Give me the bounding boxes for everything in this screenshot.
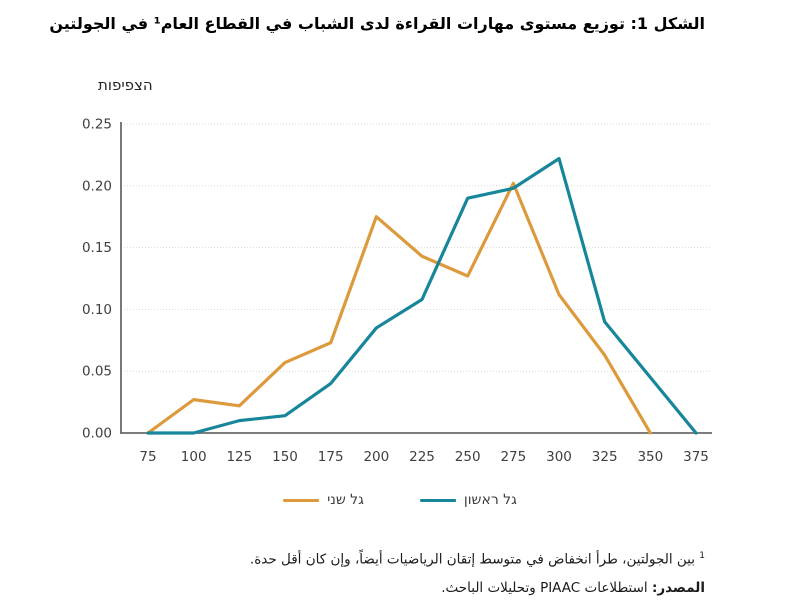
- y-tick-label: 0.05: [82, 364, 112, 380]
- x-tick-label: 275: [500, 449, 526, 465]
- y-tick-label: 0.25: [82, 117, 112, 133]
- source-line: المصدر: استطلاعات PIAAC وتحليلات الباحث.: [60, 574, 705, 602]
- x-tick-label: 225: [409, 449, 435, 465]
- y-tick-label: 0.15: [82, 240, 112, 256]
- x-tick-label: 350: [637, 449, 663, 465]
- x-tick-label: 100: [181, 449, 207, 465]
- x-tick-label: 375: [683, 449, 709, 465]
- footnote-marker: 1: [699, 551, 705, 561]
- y-tick-label: 0.00: [82, 426, 112, 442]
- x-tick-label: 300: [546, 449, 572, 465]
- figure-title: الشكل 1: توزيع مستوى مهارات القراءة لدى …: [49, 14, 705, 33]
- y-tick-label: 0.20: [82, 178, 112, 194]
- x-tick-label: 175: [318, 449, 344, 465]
- legend-label-first-wave: גל ראשון: [463, 492, 517, 508]
- second-wave-line-swatch: [283, 498, 320, 502]
- x-tick-label: 150: [272, 449, 298, 465]
- chart-legend: גל שני גל ראשון: [283, 492, 517, 508]
- x-tick-label: 250: [455, 449, 481, 465]
- legend-label-second-wave: גל שני: [327, 492, 364, 508]
- legend-item-first-wave: גל ראשון: [419, 492, 517, 508]
- footnote-text: بين الجولتين، طرأ انخفاض في متوسط إتقان …: [249, 551, 700, 568]
- x-tick-label: 75: [139, 449, 156, 465]
- first-wave-line-swatch: [419, 498, 456, 502]
- series-line-1: [146, 157, 698, 435]
- x-tick-label: 125: [226, 449, 252, 465]
- y-axis-title: הצפיפות: [98, 76, 153, 94]
- legend-item-second-wave: גל שני: [283, 492, 364, 508]
- x-tick-label: 325: [592, 449, 618, 465]
- series-line-0: [146, 181, 652, 435]
- y-tick-label: 0.10: [82, 302, 112, 318]
- footnote-line: 1 بين الجولتين، طرأ انخفاض في متوسط إتقا…: [60, 542, 705, 574]
- source-label: المصدر:: [651, 579, 705, 596]
- source-text: استطلاعات PIAAC وتحليلات الباحث.: [441, 579, 652, 596]
- x-tick-label: 200: [363, 449, 389, 465]
- footnotes: 1 بين الجولتين، طرأ انخفاض في متوسط إتقا…: [60, 542, 705, 602]
